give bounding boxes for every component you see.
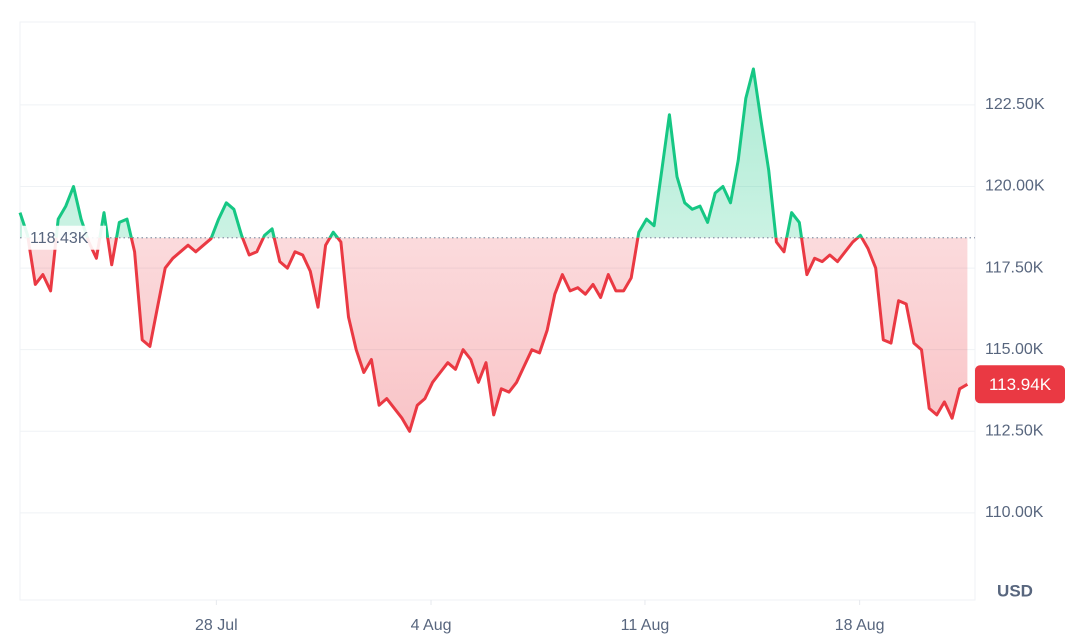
current-price-label: 113.94K xyxy=(989,375,1052,394)
x-tick-label: 11 Aug xyxy=(621,617,670,634)
x-tick-label: 4 Aug xyxy=(411,617,452,634)
y-tick-label: 115.00K xyxy=(985,341,1044,358)
unit-label: USD xyxy=(997,581,1033,600)
y-tick-label: 122.50K xyxy=(985,96,1045,113)
x-tick-label: 18 Aug xyxy=(835,617,885,634)
baseline-label: 118.43K xyxy=(30,230,89,247)
y-tick-label: 120.00K xyxy=(985,178,1045,195)
y-tick-label: 117.50K xyxy=(985,259,1044,276)
current-price-tag xyxy=(975,365,1065,404)
baseline-label-box xyxy=(22,225,106,250)
y-tick-label: 110.00K xyxy=(985,504,1044,521)
area-down xyxy=(27,237,968,432)
x-tick-label: 28 Jul xyxy=(195,617,238,634)
y-tick-label: 112.50K xyxy=(985,422,1044,439)
price-line-down xyxy=(26,237,969,433)
plot-frame xyxy=(19,21,976,601)
